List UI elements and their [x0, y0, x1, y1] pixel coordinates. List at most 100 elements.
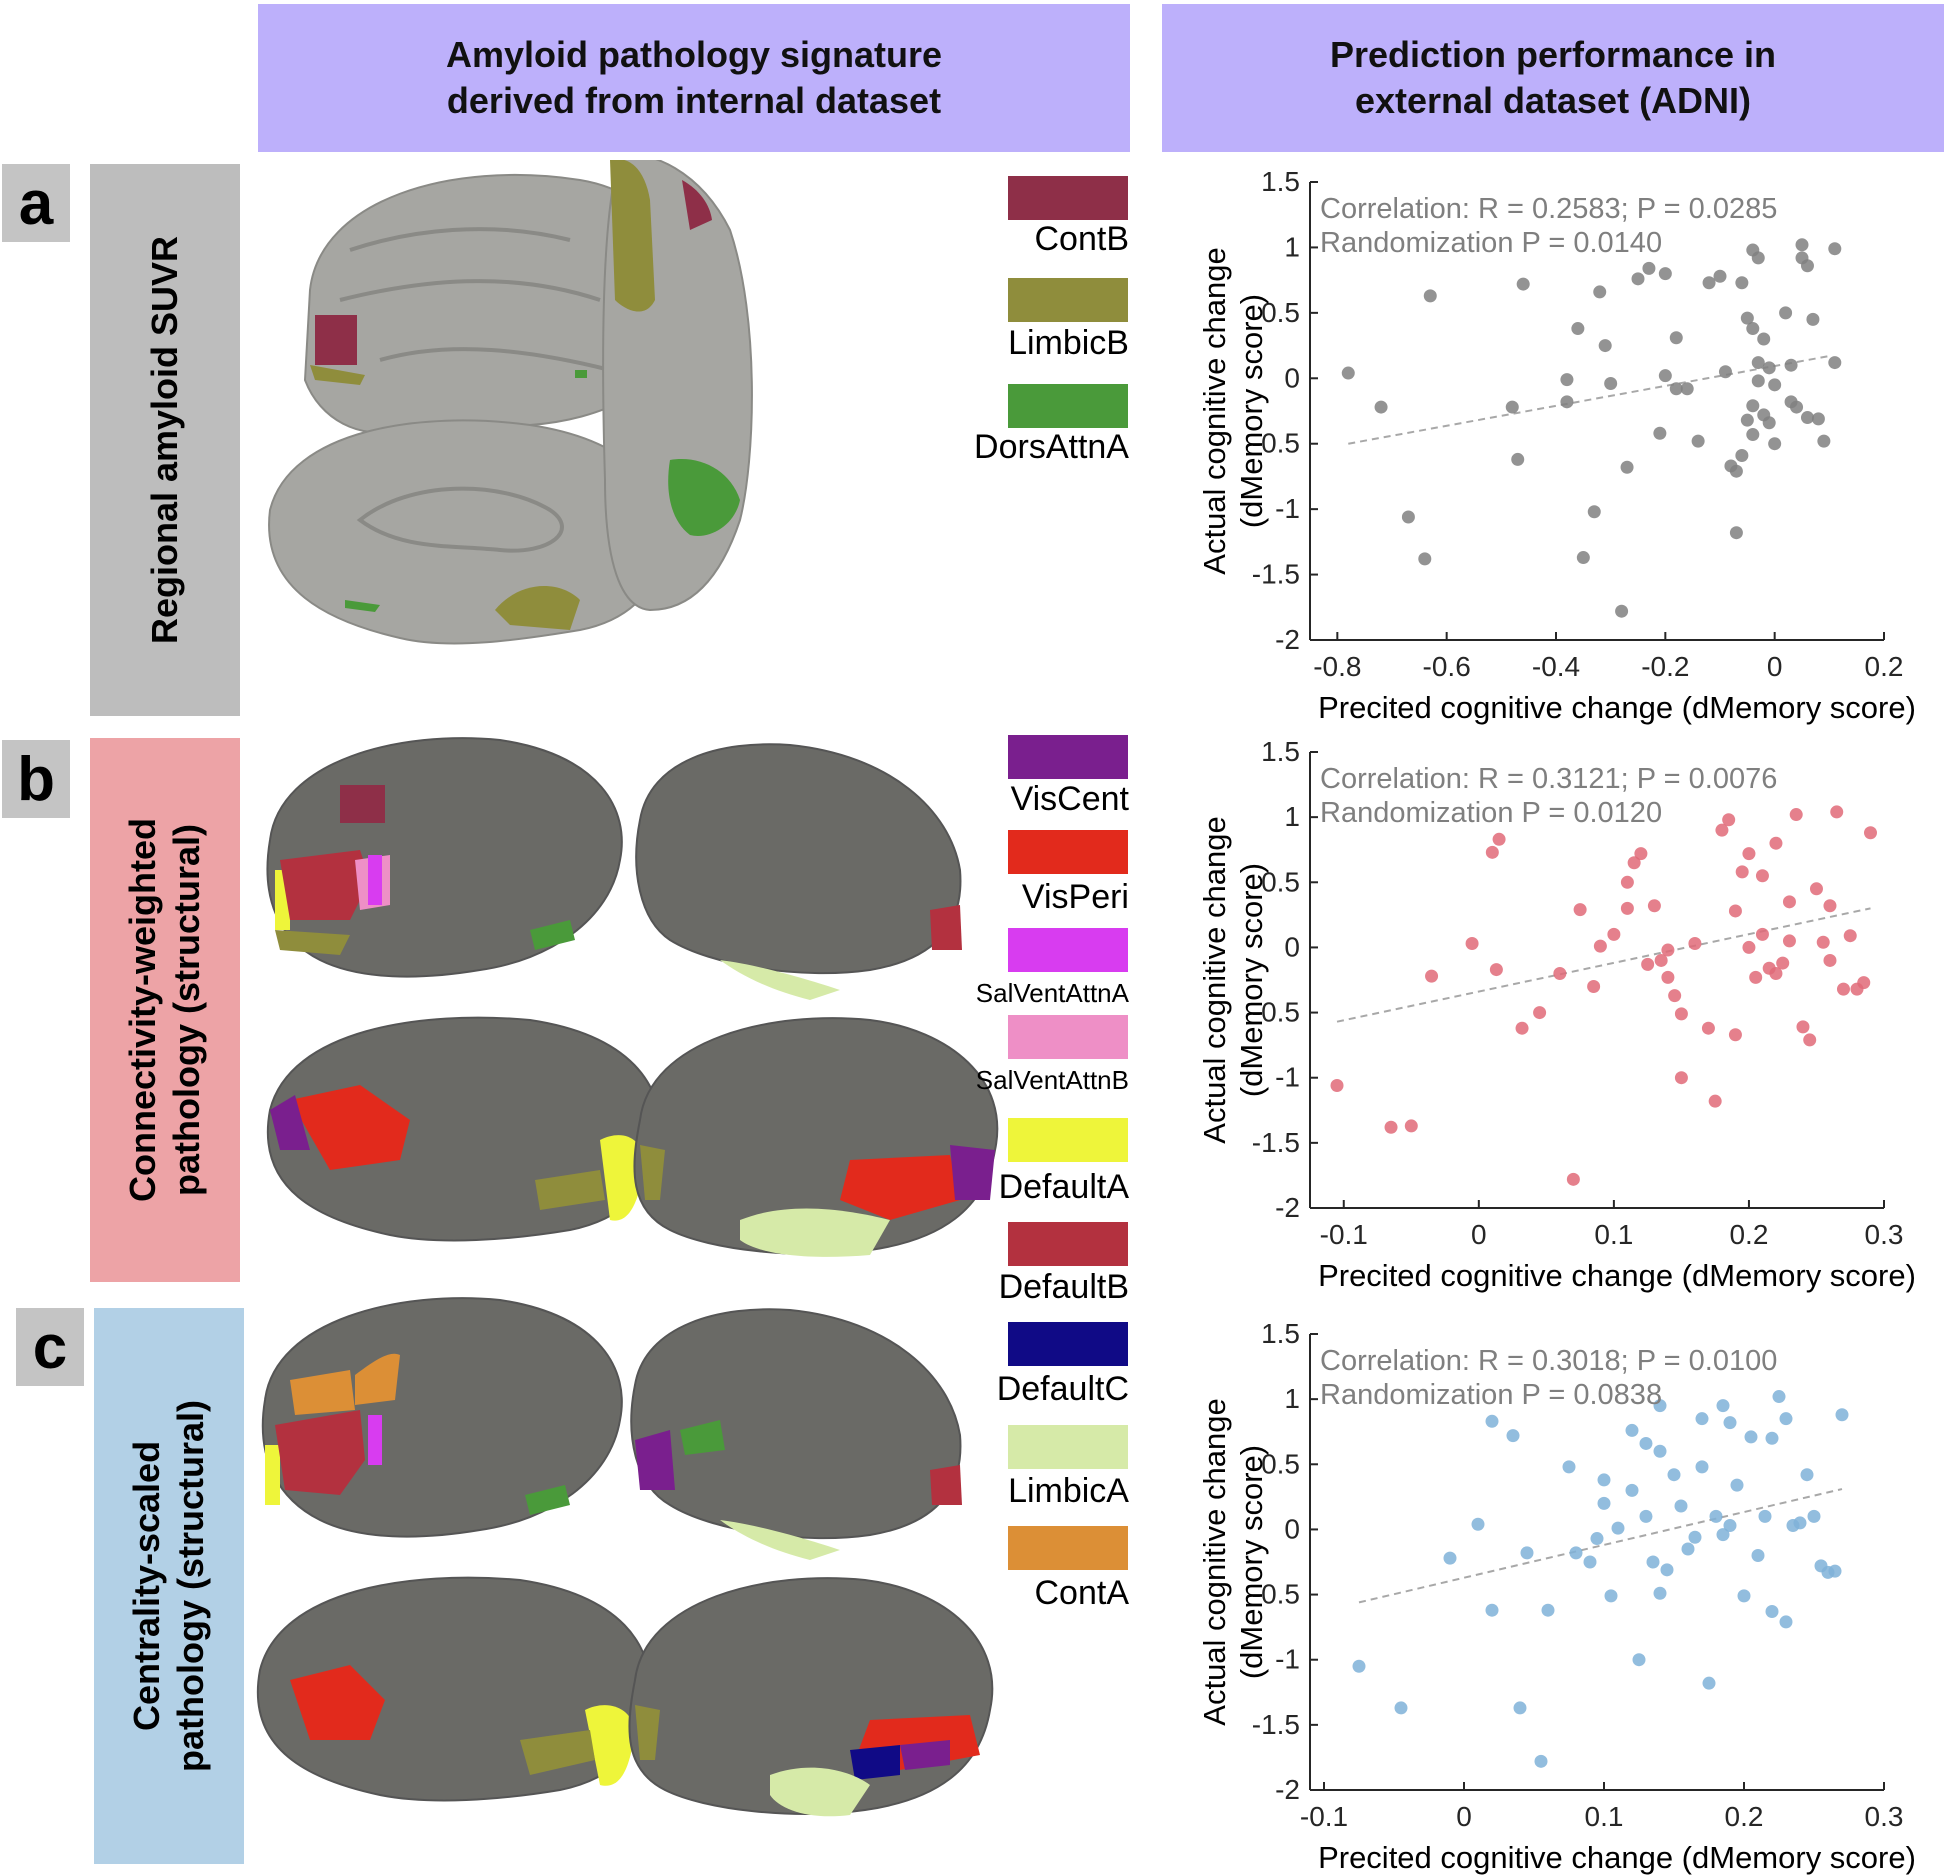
data-point	[1709, 1509, 1723, 1523]
legend-label-visperi: VisPeri	[1021, 878, 1129, 916]
data-point	[1625, 1423, 1639, 1437]
data-point	[1667, 1468, 1681, 1482]
data-point	[1762, 361, 1776, 375]
data-point	[1863, 826, 1877, 840]
data-point	[1762, 416, 1776, 430]
data-point	[1620, 875, 1634, 889]
data-point	[1702, 276, 1716, 290]
data-point	[1553, 966, 1567, 980]
legend-label-defaultc: DefaultC	[996, 1370, 1129, 1408]
data-point	[1691, 434, 1705, 448]
data-point	[1782, 895, 1796, 909]
y-axis-label-line2: (dMemory score)	[1234, 294, 1269, 528]
data-point	[1566, 1172, 1580, 1186]
data-point	[1674, 1499, 1688, 1513]
data-point	[1708, 1094, 1722, 1108]
data-point	[1681, 1542, 1695, 1556]
y-tick-label: -2	[1275, 1774, 1300, 1805]
brain-b-right-medial	[633, 1017, 999, 1257]
data-point	[1735, 276, 1749, 290]
data-point	[1722, 813, 1736, 827]
data-point	[1583, 1555, 1597, 1569]
fit-line	[1358, 1488, 1843, 1604]
data-point	[1735, 865, 1749, 879]
legend-swatch-conta	[1008, 1526, 1128, 1570]
header-right: Prediction performance in external datas…	[1162, 4, 1944, 152]
data-point	[1716, 1399, 1730, 1413]
data-point	[1520, 1546, 1534, 1560]
data-point	[1816, 935, 1830, 949]
x-axis-label: Precited cognitive change (dMemory score…	[1318, 690, 1916, 725]
data-point	[1729, 526, 1743, 540]
data-point	[1779, 306, 1793, 320]
y-tick-label: -0.5	[1252, 997, 1300, 1028]
data-point	[1713, 269, 1727, 283]
data-point	[1423, 289, 1437, 303]
x-tick-label: -0.8	[1313, 651, 1361, 682]
data-point	[1765, 1605, 1779, 1619]
x-tick-label: -0.6	[1423, 651, 1471, 682]
legend-label-conta: ContA	[1034, 1574, 1130, 1612]
data-point	[1782, 934, 1796, 948]
header-left-line2: derived from internal dataset	[446, 80, 942, 121]
data-point	[1803, 1033, 1817, 1047]
y-axis-label-line2: (dMemory score)	[1234, 1445, 1269, 1679]
x-tick-label: -0.4	[1532, 651, 1580, 682]
legend-swatch-contb	[1008, 176, 1128, 220]
brain-b-right-lateral	[635, 743, 962, 1000]
data-point	[1835, 1408, 1849, 1422]
data-point	[1569, 1546, 1583, 1560]
data-point	[1772, 1390, 1786, 1404]
data-point	[1625, 1483, 1639, 1497]
data-point	[1653, 426, 1667, 440]
data-point	[1830, 805, 1844, 819]
data-point	[1485, 1603, 1499, 1617]
data-point	[1658, 267, 1672, 281]
data-point	[1647, 899, 1661, 913]
data-point	[1590, 1532, 1604, 1546]
data-point	[1653, 1444, 1667, 1458]
data-point	[1639, 1509, 1653, 1523]
data-point	[1571, 322, 1585, 336]
data-point	[1765, 1431, 1779, 1445]
header-right-line1: Prediction performance in	[1329, 34, 1777, 75]
x-tick-label: 0.3	[1865, 1219, 1904, 1250]
data-point	[1669, 382, 1683, 396]
x-tick-label: -0.2	[1641, 651, 1689, 682]
data-point	[1425, 969, 1439, 983]
data-point	[1701, 1021, 1715, 1035]
x-tick-label: 0.2	[1725, 1801, 1764, 1832]
brain-renderings	[257, 160, 999, 1817]
data-point	[1811, 412, 1825, 426]
y-tick-label: 1.5	[1261, 166, 1300, 197]
data-point	[1593, 939, 1607, 953]
data-point	[1755, 869, 1769, 883]
side-label-b: Connectivity-weighted pathology (structu…	[90, 738, 240, 1282]
x-tick-label: 0	[1767, 651, 1783, 682]
data-point	[1749, 970, 1763, 984]
data-point	[1401, 510, 1415, 524]
y-tick-label: -0.5	[1252, 1579, 1300, 1610]
side-label-c: Centrality-scaled pathology (structural)	[94, 1308, 244, 1864]
y-axis-label-line1: Actual cognitive change	[1197, 247, 1232, 574]
data-point	[1800, 1468, 1814, 1482]
data-point	[1627, 856, 1641, 870]
data-point	[1800, 411, 1814, 425]
brain-c-right-medial	[628, 1577, 994, 1817]
data-point	[1784, 358, 1798, 372]
data-point	[1730, 1478, 1744, 1492]
brain-b-left-lateral	[266, 737, 623, 978]
legend-swatch-limbica	[1008, 1425, 1128, 1469]
data-point	[1604, 377, 1618, 391]
data-point	[1485, 845, 1499, 859]
panel-letter-b: b	[2, 740, 70, 818]
data-point	[1768, 378, 1782, 392]
panel-letter-a: a	[2, 164, 70, 242]
annotation-correlation: Correlation: R = 0.3018; P = 0.0100	[1320, 1345, 1777, 1377]
data-point	[1746, 322, 1760, 336]
data-point	[1779, 1412, 1793, 1426]
brain-a-medial	[268, 419, 667, 645]
data-point	[1796, 1020, 1810, 1034]
legend-swatch-limbicb	[1008, 278, 1128, 322]
